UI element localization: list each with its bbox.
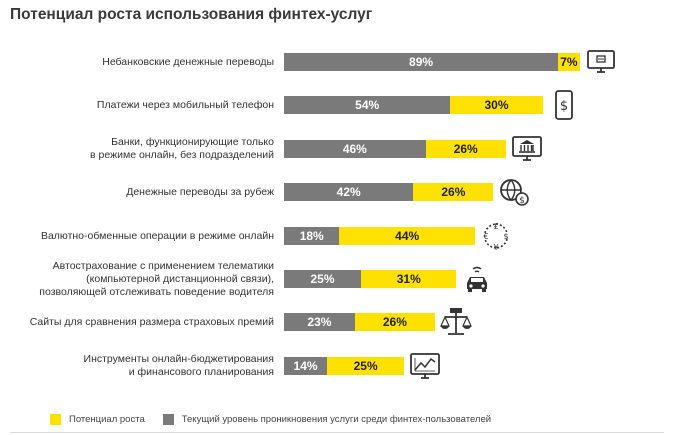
car-telematics-icon [460,262,494,296]
scales-icon [439,305,473,339]
legend-item-current: Текущий уровень проникновения услуги сре… [162,414,492,425]
bottom-divider [10,432,664,433]
bar-current: 54% [284,96,451,114]
bar-row: 14% 25% [284,357,405,375]
category-label-line: в режиме онлайн, без подразделений [90,149,274,161]
category-label-text: Денежные переводы за рубеж [126,186,274,199]
value-label-potential: 26% [382,315,407,329]
bar-potential: 31% [361,270,457,288]
category-label-text: Сайты для сравнения размера страховых пр… [30,316,274,329]
legend: Потенциал роста Текущий уровень проникно… [50,414,509,425]
bar-current: 46% [284,140,426,158]
category-label-line: Сайты для сравнения размера страховых пр… [29,315,274,328]
category-label-line: Небанковские денежные переводы [102,55,274,68]
computer-payment-icon [584,45,618,79]
value-label-potential: 25% [353,359,378,373]
category-label-line: Денежные переводы за рубеж [126,185,274,198]
value-label-potential: 26% [441,185,466,199]
category-label-line: Инструменты онлайн-бюджетирования [83,353,274,365]
category-label: Денежные переводы за рубеж [4,186,274,199]
globe-dollar-icon: $ [497,175,531,209]
category-label-text: Банки, функционирующие только в режиме он… [90,136,274,162]
online-bank-icon [510,132,544,166]
category-label-text: Автострахование с применением телематики… [39,260,274,299]
bar-potential: 25% [327,357,405,375]
category-label-line: Валютно-обменные операции в режиме онлай… [40,229,274,242]
bar-current: 42% [284,183,414,201]
bar-current: 23% [284,313,355,331]
value-label-current: 14% [293,359,318,373]
legend-swatch-current [162,414,174,425]
svg-text:$: $ [560,99,568,114]
category-label: Инструменты онлайн-бюджетирования и финан… [4,353,274,379]
value-label-current: 46% [342,142,367,156]
value-label-potential: 44% [395,229,420,243]
currency-exchange-icon: £ $ ¥ € [479,219,513,253]
bar-potential: 26% [413,183,494,201]
bar-row: 54% 30% [284,96,543,114]
bar-row: 89% 7% [284,53,580,71]
category-label-line: Автострахование с применением телематики [52,259,274,272]
category-label-text: Небанковские денежные переводы [102,56,274,69]
bar-current: 18% [284,227,340,245]
category-label: Валютно-обменные операции в режиме онлай… [4,230,274,243]
svg-text:$: $ [520,196,526,206]
bar-row: 23% 26% [284,313,435,331]
category-label-line: и финансового планирования [128,366,274,378]
chart-monitor-icon [408,349,442,383]
value-label-potential: 26% [453,142,478,156]
value-label-current: 89% [409,55,434,69]
svg-text:£: £ [493,222,498,231]
legend-label-current: Текущий уровень проникновения услуги сре… [181,414,492,425]
svg-text:€: € [483,232,488,241]
bar-current: 14% [284,357,328,375]
bar-current: 25% [284,270,361,288]
category-label-line: Банки, функционирующие только [111,136,274,148]
value-label-current: 25% [310,272,335,286]
bar-current: 89% [284,53,559,71]
category-label-line: (компьютерной дистанционной связи), [86,272,274,285]
legend-item-potential: Потенциал роста [50,414,145,425]
bar-row: 25% 31% [284,270,457,288]
bar-row: 42% 26% [284,183,494,201]
svg-text:$: $ [503,232,508,241]
value-label-current: 23% [307,315,332,329]
legend-swatch-potential [50,414,61,425]
bar-row: 46% 26% [284,140,506,158]
value-label-potential: 7% [560,55,578,69]
bar-potential: 44% [339,227,475,245]
bar-potential: 26% [425,140,506,158]
category-label-text: Валютно-обменные операции в режиме онлай… [41,230,274,243]
category-label-line: позволяющей отслеживать поведение водите… [39,285,274,298]
smartphone-dollar-icon: $ [547,88,581,122]
category-label: Небанковские денежные переводы [4,56,274,69]
legend-label-potential: Потенциал роста [69,414,145,425]
bar-row: 18% 44% [284,227,475,245]
category-label-line: Платежи через мобильный телефон [96,98,274,111]
bar-potential: 26% [354,313,435,331]
category-label: Платежи через мобильный телефон [4,99,274,112]
value-label-current: 54% [355,98,380,112]
bar-potential: 7% [558,53,580,71]
category-label-text: Платежи через мобильный телефон [97,99,274,112]
value-label-potential: 30% [484,98,509,112]
svg-text:¥: ¥ [493,243,498,252]
chart-title: Потенциал роста использования финтех-усл… [10,6,373,23]
category-label: Автострахование с применением телематики… [4,260,274,299]
value-label-current: 42% [336,185,361,199]
category-label: Банки, функционирующие только в режиме он… [4,136,274,162]
category-label-text: Инструменты онлайн-бюджетирования и финан… [84,353,274,379]
value-label-potential: 31% [396,272,421,286]
category-label: Сайты для сравнения размера страховых пр… [4,316,274,329]
bar-potential: 30% [450,96,543,114]
value-label-current: 18% [299,229,324,243]
